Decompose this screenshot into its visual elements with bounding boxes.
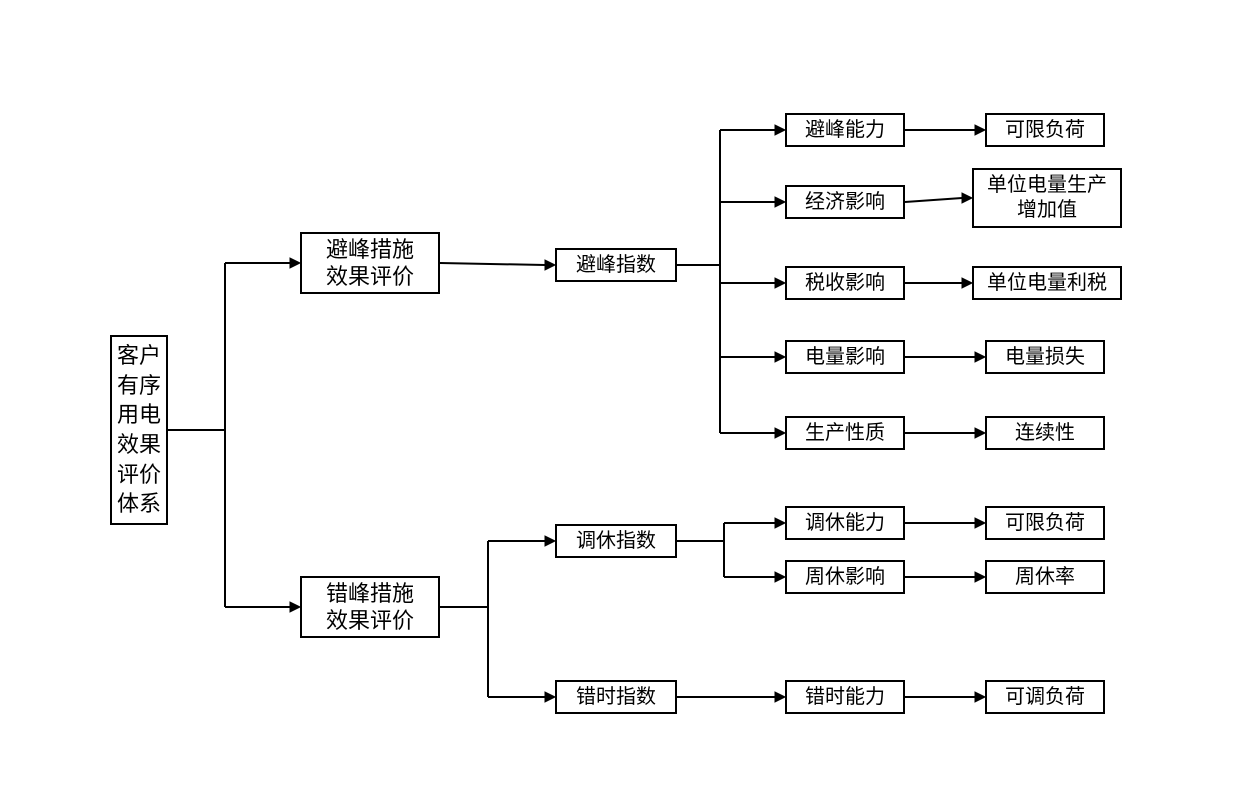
node-tax-impact: 税收影响 — [785, 266, 905, 300]
node-unit-power-tax: 单位电量利税 — [972, 266, 1122, 300]
node-stagger-ability: 错时能力 — [785, 680, 905, 714]
node-unit-power-production-addvalue: 单位电量生产 增加值 — [972, 168, 1122, 228]
node-limit-load-1: 可限负荷 — [985, 113, 1105, 147]
node-peak-shift-measures: 错峰措施 效果评价 — [300, 576, 440, 638]
node-peak-avoid-measures: 避峰措施 效果评价 — [300, 232, 440, 294]
node-avoid-ability: 避峰能力 — [785, 113, 905, 147]
node-limit-load-2: 可限负荷 — [985, 506, 1105, 540]
node-weekly-rest-impact: 周休影响 — [785, 560, 905, 594]
node-stagger-index: 错时指数 — [555, 680, 677, 714]
node-rest-index: 调休指数 — [555, 524, 677, 558]
node-root: 客户 有序 用电 效果 评价 体系 — [110, 335, 168, 525]
node-avoid-index: 避峰指数 — [555, 248, 677, 282]
node-power-impact: 电量影响 — [785, 340, 905, 374]
node-power-loss: 电量损失 — [985, 340, 1105, 374]
node-continuity: 连续性 — [985, 416, 1105, 450]
node-economic-impact: 经济影响 — [785, 185, 905, 219]
node-rest-ability: 调休能力 — [785, 506, 905, 540]
diagram-canvas: 客户 有序 用电 效果 评价 体系 避峰措施 效果评价 错峰措施 效果评价 避峰… — [0, 0, 1240, 791]
node-weekly-rest-rate: 周休率 — [985, 560, 1105, 594]
node-production-nature: 生产性质 — [785, 416, 905, 450]
node-adjust-load: 可调负荷 — [985, 680, 1105, 714]
